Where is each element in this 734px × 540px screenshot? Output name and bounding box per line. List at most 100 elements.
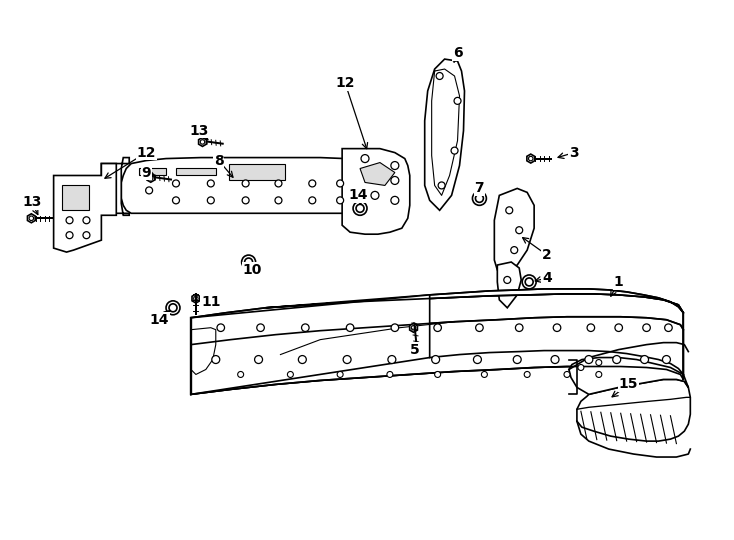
Circle shape <box>356 206 364 214</box>
Circle shape <box>476 194 484 202</box>
Polygon shape <box>342 148 410 234</box>
Text: 10: 10 <box>243 263 262 277</box>
Circle shape <box>309 180 316 187</box>
Circle shape <box>553 324 561 332</box>
Circle shape <box>172 180 180 187</box>
Text: 4: 4 <box>542 271 552 285</box>
Polygon shape <box>229 164 286 180</box>
Circle shape <box>522 275 536 289</box>
Circle shape <box>551 355 559 363</box>
Text: 8: 8 <box>214 153 224 167</box>
Circle shape <box>391 197 399 204</box>
Polygon shape <box>27 214 35 222</box>
Circle shape <box>585 355 593 363</box>
Text: 3: 3 <box>569 146 578 160</box>
Circle shape <box>288 372 294 377</box>
Circle shape <box>524 372 530 377</box>
Circle shape <box>506 207 513 214</box>
Circle shape <box>169 304 177 312</box>
Circle shape <box>391 161 399 170</box>
Circle shape <box>615 324 622 332</box>
Polygon shape <box>498 262 521 308</box>
Circle shape <box>391 324 399 332</box>
Polygon shape <box>527 154 534 163</box>
Circle shape <box>356 204 364 212</box>
Circle shape <box>83 217 90 224</box>
Circle shape <box>242 197 249 204</box>
Circle shape <box>432 355 440 363</box>
Circle shape <box>435 372 440 377</box>
Circle shape <box>578 364 584 370</box>
Circle shape <box>212 355 219 363</box>
Text: 1: 1 <box>614 275 624 289</box>
Polygon shape <box>121 158 378 213</box>
Circle shape <box>482 372 487 377</box>
Circle shape <box>302 324 309 332</box>
Circle shape <box>641 355 649 363</box>
Circle shape <box>665 324 672 332</box>
Circle shape <box>564 372 570 377</box>
Polygon shape <box>192 294 200 303</box>
Circle shape <box>207 180 214 187</box>
Circle shape <box>346 324 354 332</box>
Circle shape <box>242 180 249 187</box>
Polygon shape <box>62 185 90 210</box>
Polygon shape <box>54 164 116 252</box>
Circle shape <box>515 324 523 332</box>
Circle shape <box>309 197 316 204</box>
Polygon shape <box>191 295 429 394</box>
Text: 7: 7 <box>475 181 484 195</box>
Circle shape <box>513 355 521 363</box>
Circle shape <box>337 180 344 187</box>
Text: 12: 12 <box>335 76 355 90</box>
Circle shape <box>454 97 461 104</box>
Circle shape <box>613 355 621 363</box>
Circle shape <box>516 227 523 234</box>
Circle shape <box>371 191 379 199</box>
Polygon shape <box>360 163 395 185</box>
Text: 15: 15 <box>619 377 639 392</box>
Circle shape <box>504 276 511 284</box>
Text: 13: 13 <box>22 195 41 210</box>
Text: 11: 11 <box>201 295 220 309</box>
Circle shape <box>83 232 90 239</box>
Circle shape <box>596 372 602 377</box>
Circle shape <box>275 180 282 187</box>
Circle shape <box>238 372 244 377</box>
Polygon shape <box>410 323 418 332</box>
Circle shape <box>217 324 225 332</box>
Polygon shape <box>147 173 155 182</box>
Circle shape <box>663 355 670 363</box>
Polygon shape <box>425 59 465 210</box>
Polygon shape <box>577 380 691 441</box>
Circle shape <box>476 324 483 332</box>
Circle shape <box>473 191 487 205</box>
Polygon shape <box>139 167 166 176</box>
Circle shape <box>451 147 458 154</box>
Polygon shape <box>191 294 683 394</box>
Circle shape <box>257 324 264 332</box>
Circle shape <box>172 197 180 204</box>
Circle shape <box>587 324 595 332</box>
Circle shape <box>66 217 73 224</box>
Circle shape <box>387 372 393 377</box>
Polygon shape <box>101 158 129 215</box>
Circle shape <box>391 177 399 185</box>
Text: 13: 13 <box>189 124 208 138</box>
Circle shape <box>337 372 343 377</box>
Polygon shape <box>494 188 534 272</box>
Circle shape <box>207 197 214 204</box>
Text: 6: 6 <box>453 46 462 60</box>
Text: 9: 9 <box>142 165 151 179</box>
Polygon shape <box>199 138 206 146</box>
Text: 5: 5 <box>410 342 420 356</box>
Circle shape <box>66 232 73 239</box>
Polygon shape <box>266 289 683 313</box>
Circle shape <box>145 187 153 194</box>
Circle shape <box>241 255 255 269</box>
Circle shape <box>275 197 282 204</box>
Text: 12: 12 <box>137 146 156 160</box>
Circle shape <box>473 355 482 363</box>
Text: 14: 14 <box>149 313 169 327</box>
Circle shape <box>596 360 602 366</box>
